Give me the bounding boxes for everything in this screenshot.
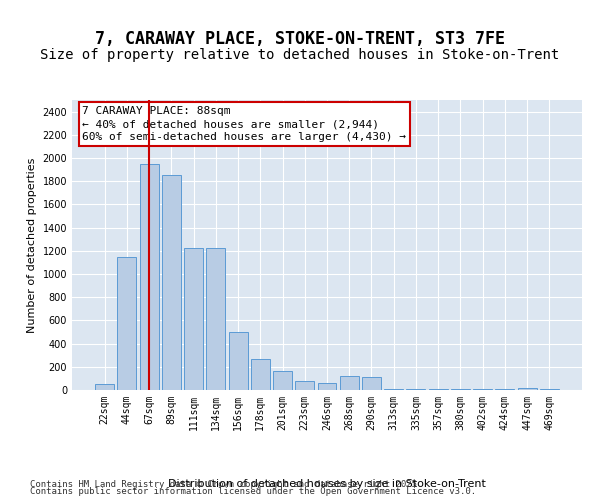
Bar [118,256,136,390]
X-axis label: Distribution of detached houses by size in Stoke-on-Trent: Distribution of detached houses by size … [168,478,486,488]
Bar [184,248,203,390]
Bar [317,383,337,390]
Bar [340,376,359,390]
Bar [406,389,425,390]
Bar [251,358,270,390]
Bar [362,377,381,390]
Text: 7 CARAWAY PLACE: 88sqm
← 40% of detached houses are smaller (2,944)
60% of semi-: 7 CARAWAY PLACE: 88sqm ← 40% of detached… [82,106,406,142]
Text: 7, CARAWAY PLACE, STOKE-ON-TRENT, ST3 7FE: 7, CARAWAY PLACE, STOKE-ON-TRENT, ST3 7F… [95,30,505,48]
Bar [229,332,248,390]
Bar [273,372,292,390]
Text: Contains HM Land Registry data © Crown copyright and database right 2025.: Contains HM Land Registry data © Crown c… [30,480,422,489]
Bar [518,388,536,390]
Bar [95,384,114,390]
Bar [140,164,158,390]
Bar [384,389,403,390]
Bar [206,248,225,390]
Y-axis label: Number of detached properties: Number of detached properties [27,158,37,332]
Bar [295,380,314,390]
Bar [162,176,181,390]
Text: Size of property relative to detached houses in Stoke-on-Trent: Size of property relative to detached ho… [40,48,560,62]
Text: Contains public sector information licensed under the Open Government Licence v3: Contains public sector information licen… [30,488,476,496]
